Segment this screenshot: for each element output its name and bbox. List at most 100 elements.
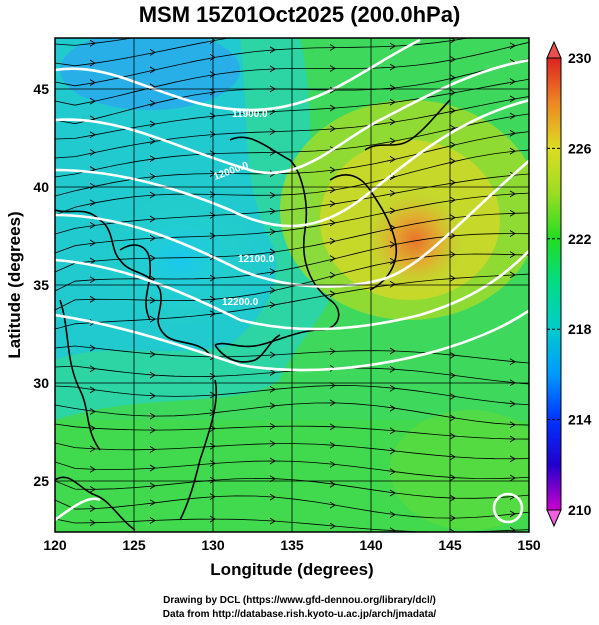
streamline-arrow (149, 99, 156, 107)
map-title: MSM 15Z01Oct2025 (200.0hPa) (138, 2, 461, 27)
streamline-arrow (389, 384, 396, 392)
streamline-arrow (209, 425, 216, 432)
streamline-arrow (149, 49, 156, 56)
streamline-arrow (89, 519, 96, 527)
streamline-arrow (209, 460, 216, 467)
streamline-arrow (89, 79, 96, 86)
streamline-arrow (510, 26, 515, 32)
streamline-arrow (449, 453, 456, 461)
x-tick-120: 120 (43, 537, 67, 553)
streamline-arrow (269, 228, 276, 236)
streamline-arrow (269, 493, 276, 501)
streamline-arrow (329, 460, 336, 468)
streamline-arrow (329, 104, 336, 112)
streamline-arrow (329, 348, 336, 355)
streamline-arrow (89, 424, 96, 432)
streamline-arrow (209, 170, 216, 177)
credit-drawing: Drawing by DCL (https://www.gfd-dennou.o… (163, 595, 436, 606)
streamline-arrow (509, 42, 516, 50)
streamline-arrow (509, 112, 516, 120)
streamline-arrow (509, 271, 516, 279)
streamline-arrow (389, 489, 396, 497)
streamline-arrow (449, 274, 456, 282)
x-tick-145: 145 (438, 537, 462, 553)
streamline-arrow (389, 365, 396, 373)
streamline-arrow (449, 514, 456, 522)
streamline-arrow (329, 399, 336, 407)
height-contours (55, 38, 529, 524)
streamline-arrow (329, 441, 336, 449)
y-tick-30: 30 (33, 375, 49, 391)
streamline-arrow (389, 63, 396, 71)
streamline-arrow (269, 301, 276, 309)
colorbar-tick-222: 222 (568, 231, 592, 247)
streamline-arrow (89, 257, 96, 265)
streamline-arrow (89, 408, 96, 415)
streamline-arrow (329, 65, 336, 72)
colorbar-tick-210: 210 (568, 502, 592, 518)
streamline-arrow (449, 55, 456, 63)
streamline-arrow (449, 372, 456, 379)
streamline-arrow (329, 255, 336, 262)
streamline-arrow (389, 511, 396, 518)
streamline-arrow (389, 427, 396, 435)
streamline-arrow (269, 440, 276, 448)
streamline-arrow (389, 404, 396, 412)
streamline-arrow (389, 347, 396, 355)
streamline-arrow (390, 22, 395, 28)
streamline-arrow (269, 457, 276, 465)
streamline-arrow (449, 89, 456, 97)
streamline-arrow (89, 39, 96, 47)
streamline-arrow (449, 107, 456, 115)
streamline-arrow (509, 209, 516, 217)
contour-label-11900: 11900.0 (232, 109, 268, 120)
streamline-arrow (89, 344, 96, 352)
streamline-arrow (329, 186, 336, 194)
colorbar-body (546, 57, 562, 511)
streamline-arrow (509, 129, 516, 137)
streamline-arrow (329, 290, 336, 298)
streamline-arrow (509, 526, 516, 532)
streamline-arrow (149, 191, 156, 199)
streamline-arrow (329, 423, 336, 431)
streamline-arrow (509, 147, 516, 155)
streamline-arrow (209, 71, 216, 78)
streamline-arrow (389, 527, 396, 532)
streamline-arrow (449, 494, 456, 502)
streamline-arrow (329, 200, 336, 208)
streamline-arrow (89, 445, 96, 453)
streamline-arrow (329, 522, 336, 530)
y-tick-45: 45 (33, 81, 49, 97)
streamline-arrow (269, 268, 276, 275)
streamline-arrow (449, 432, 456, 440)
streamline-arrow (329, 382, 336, 389)
streamline-arrow (449, 474, 456, 482)
streamline-arrow (149, 517, 156, 524)
streamline-arrow (89, 386, 96, 394)
streamline-arrow (89, 97, 96, 105)
x-tick-150: 150 (517, 537, 541, 553)
streamline-arrow (329, 480, 336, 488)
temperature-field (55, 38, 529, 532)
streamline-arrow (389, 189, 396, 197)
streamline-arrow (509, 510, 516, 518)
streamline-arrow (330, 24, 335, 30)
streamline-arrow (209, 232, 216, 240)
y-tick-35: 35 (33, 277, 49, 293)
streamline-arrow (209, 53, 216, 61)
colorbar-max-arrow (546, 40, 562, 59)
streamline-arrow (209, 131, 216, 138)
x-tick-130: 130 (201, 537, 225, 553)
streamline-arrow (329, 271, 336, 279)
streamline-arrow (209, 112, 216, 120)
streamline-arrow (89, 276, 96, 284)
x-tick-125: 125 (122, 537, 146, 553)
plot-frame (54, 37, 530, 533)
streamline-arrow (149, 392, 156, 400)
contour-label-12200: 12200.0 (222, 297, 259, 308)
streamline-arrow (149, 412, 156, 420)
streamline-arrow (509, 251, 516, 259)
y-tick-labels: 25 30 35 40 45 (33, 81, 49, 489)
streamline-arrow (510, 8, 515, 14)
streamline-arrow (209, 310, 216, 318)
